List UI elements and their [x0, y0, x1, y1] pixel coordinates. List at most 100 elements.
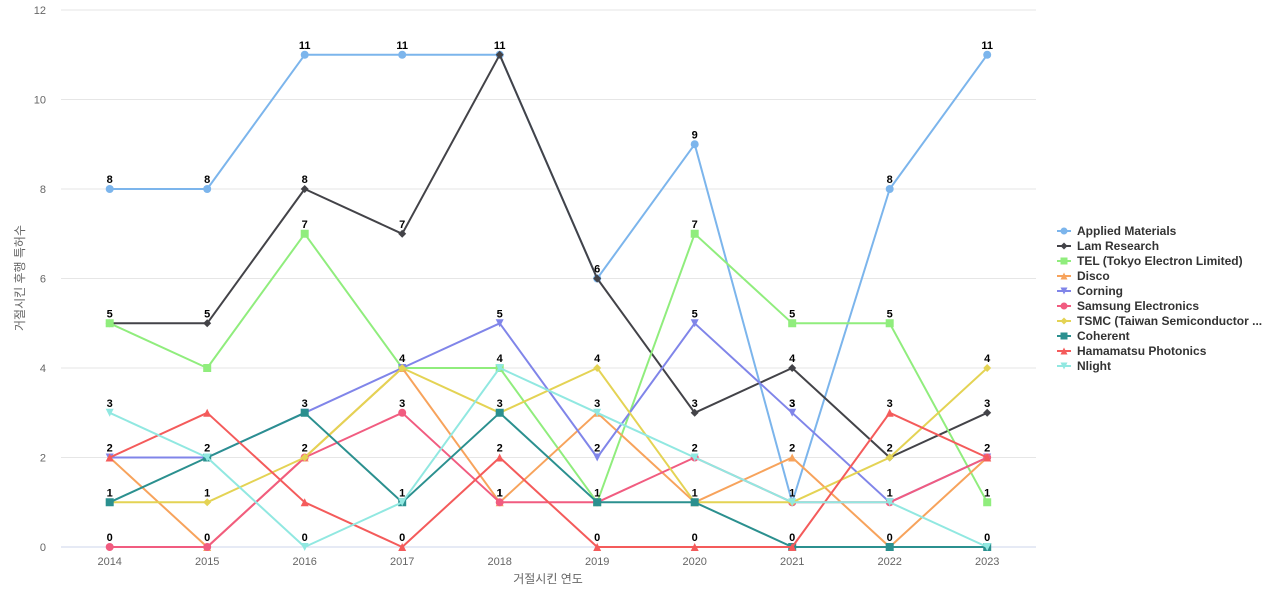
data-point	[593, 453, 602, 462]
series-nlight	[105, 364, 992, 551]
data-label: 1	[204, 487, 210, 499]
data-label: 11	[396, 40, 408, 52]
y-tick-label: 0	[40, 542, 46, 554]
data-point	[105, 453, 114, 462]
data-label: 3	[789, 398, 795, 410]
data-point	[690, 453, 699, 462]
data-label: 2	[789, 443, 795, 455]
data-label: 0	[692, 532, 698, 544]
data-label: 3	[692, 398, 698, 410]
data-point	[203, 408, 212, 417]
legend-label: TSMC (Taiwan Semiconductor ...	[1077, 314, 1262, 328]
data-point	[300, 229, 309, 238]
data-label: 4	[594, 353, 601, 365]
data-point	[398, 364, 407, 372]
legend-label: TEL (Tokyo Electron Limited)	[1077, 254, 1243, 268]
data-label: 3	[399, 398, 405, 410]
data-point	[690, 498, 699, 507]
data-label: 8	[107, 174, 113, 186]
data-point	[788, 319, 797, 328]
legend-label: Hamamatsu Photonics	[1077, 344, 1207, 358]
data-point	[885, 498, 894, 507]
x-axis: 2014 2015 2016 2017 2018 2019 2020 2021 2022 2023	[61, 546, 1036, 568]
data-label: 8	[887, 174, 893, 186]
data-point	[690, 319, 699, 328]
data-point	[300, 185, 309, 193]
data-point	[788, 498, 797, 507]
series-line	[109, 411, 988, 548]
data-point	[495, 364, 504, 372]
data-label: 0	[302, 532, 308, 544]
legend-item[interactable]: Samsung Electronics	[1057, 299, 1199, 313]
legend-item[interactable]: Applied Materials	[1057, 224, 1177, 238]
legend-item[interactable]: TEL (Tokyo Electron Limited)	[1057, 254, 1243, 268]
legend-label: Samsung Electronics	[1077, 299, 1199, 313]
data-label: 3	[497, 398, 503, 410]
legend-item[interactable]: Nlight	[1057, 359, 1111, 373]
legend-marker	[1060, 332, 1068, 340]
legend-marker	[1060, 287, 1068, 295]
series-line	[109, 53, 988, 459]
data-label: 2	[107, 443, 113, 455]
data-point	[105, 319, 114, 328]
data-point	[690, 408, 699, 417]
y-tick-label: 2	[40, 453, 46, 465]
data-point	[983, 364, 992, 372]
data-label: 0	[984, 532, 990, 544]
data-label: 1	[692, 487, 698, 499]
legend-label: Coherent	[1077, 329, 1130, 343]
data-point	[983, 408, 992, 417]
series-line	[109, 232, 989, 504]
legend-marker	[1060, 317, 1068, 325]
data-point	[885, 543, 894, 551]
y-tick-label: 4	[40, 363, 46, 375]
data-point	[983, 453, 992, 462]
data-label: 1	[399, 487, 405, 499]
legend-marker	[1060, 302, 1068, 310]
data-point	[495, 498, 504, 507]
data-label: 0	[594, 532, 600, 544]
data-point	[593, 498, 602, 507]
data-label: 0	[204, 532, 210, 544]
data-point	[203, 319, 212, 328]
data-point	[593, 274, 602, 283]
legend-item[interactable]: Disco	[1057, 269, 1110, 283]
x-tick-label: 2019	[585, 556, 609, 568]
legend-item[interactable]: Corning	[1057, 284, 1123, 298]
data-point	[983, 498, 992, 507]
data-point	[300, 543, 309, 551]
data-point	[300, 453, 309, 462]
data-label: 1	[887, 487, 893, 499]
data-label: 3	[984, 398, 990, 410]
data-label: 0	[399, 532, 405, 544]
y-tick-label: 8	[40, 184, 46, 196]
legend-marker	[1060, 362, 1068, 370]
data-point	[398, 408, 407, 417]
legend-item[interactable]: Lam Research	[1057, 239, 1159, 253]
legend-item[interactable]: TSMC (Taiwan Semiconductor ...	[1057, 314, 1262, 328]
data-label: 2	[594, 443, 600, 455]
data-label: 0	[107, 532, 113, 544]
data-point	[885, 453, 894, 462]
data-point	[885, 319, 894, 328]
y-axis: 0 2 4 6 8 10 12	[34, 5, 46, 554]
data-label: 1	[984, 487, 990, 499]
data-point	[203, 453, 212, 462]
legend-item[interactable]: Hamamatsu Photonics	[1057, 344, 1207, 358]
legend-item[interactable]: Coherent	[1057, 329, 1130, 343]
y-tick-label: 10	[34, 95, 46, 107]
legend-label: Disco	[1077, 269, 1110, 283]
legend-marker	[1060, 227, 1068, 235]
data-label: 0	[789, 532, 795, 544]
legend-label: Nlight	[1077, 359, 1111, 373]
data-point	[300, 498, 309, 507]
x-tick-label: 2018	[487, 556, 511, 568]
x-tick-label: 2021	[780, 556, 804, 568]
data-label: 1	[594, 487, 600, 499]
series-hamamatsu-photonics	[105, 408, 992, 551]
y-axis-title: 거절시킨 후행 특허수	[12, 225, 27, 331]
data-point	[495, 50, 504, 59]
